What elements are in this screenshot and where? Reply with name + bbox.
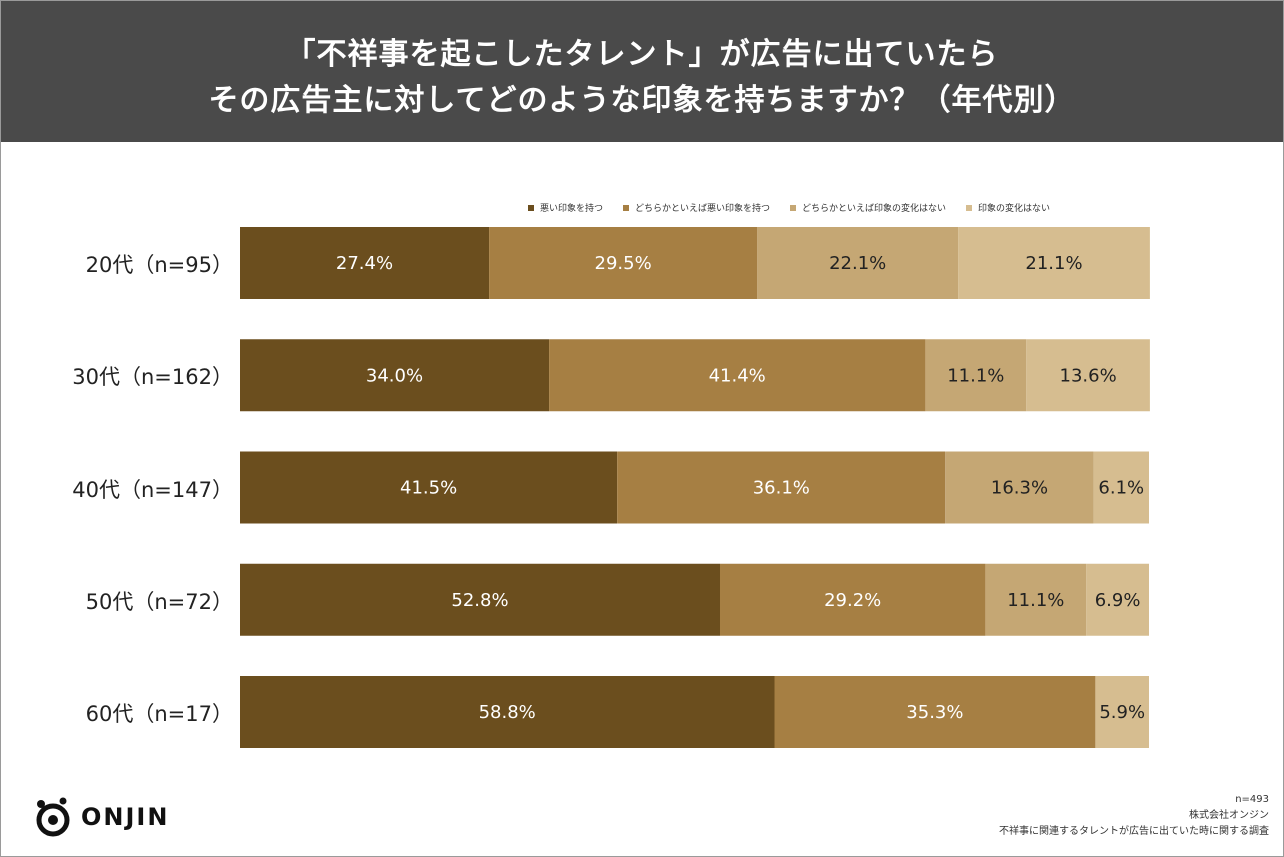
sample-size: n=493 [1235,794,1269,805]
legend-item: 印象の変化はない [966,201,1050,214]
bar-segment [985,563,1087,636]
data-label: 11.1% [1007,590,1064,611]
bar-segment [240,451,618,524]
legend-label: どちらかといえば印象の変化はない [802,204,947,214]
bar-segment [240,339,550,412]
data-label: 22.1% [829,253,886,274]
legend-swatch [790,204,797,211]
data-label: 41.4% [709,365,766,386]
data-label: 29.5% [595,253,652,274]
bar-segment [240,227,490,299]
bar-segment [925,339,1027,412]
legend-swatch [966,204,973,211]
bar-segment [549,339,926,412]
data-label: 5.9% [1099,702,1145,723]
onjin-logo-mark-icon [36,797,70,837]
bar-segment [1026,339,1150,412]
legend-item: どちらかといえば印象の変化はない [790,201,946,214]
category-label: 50代（n=72） [85,589,233,614]
bar-row: 27.4% 29.5% 22.1% 21.1% [240,227,1150,299]
category-label: 40代（n=147） [72,477,233,502]
data-label: 27.4% [336,253,393,274]
logo-text: ONJIN [81,803,170,831]
legend-item: 悪い印象を持つ [528,201,603,214]
data-label: 35.3% [906,702,963,723]
bar-segment [240,563,720,636]
survey-name: 不祥事に関連するタレントが広告に出ていた時に関する調査 [999,826,1269,837]
footer-notes: n=493 株式会社オンジン 不祥事に関連するタレントが広告に出ていた時に関する… [999,792,1269,840]
title-line-2: その広告主に対してどのような印象を持ちますか？（年代別） [208,83,1076,118]
bar-segment [958,227,1150,299]
legend-swatch [528,204,534,211]
data-label: 6.1% [1098,478,1144,499]
bar-segment [1086,563,1149,636]
data-label: 58.8% [479,702,536,723]
bar-segment [489,227,758,299]
legend-label: 悪い印象を持つ [540,204,604,214]
category-label: 60代（n=17） [85,702,233,726]
legend-swatch [623,204,630,211]
bar-segment [1095,676,1149,748]
category-label: 30代（n=162） [72,365,233,390]
bar-segment [617,451,946,524]
legend-label: 印象の変化はない [978,204,1051,214]
data-label: 21.1% [1025,253,1082,274]
data-label: 34.0% [366,365,423,386]
data-label: 6.9% [1095,590,1141,611]
bar-segment [774,676,1096,748]
chart-title-banner: 「不祥事を起こしたタレント」が広告に出ていたら その広告主に対してどのような印象… [1,1,1283,142]
category-label: 20代（n=95） [85,253,233,277]
data-label: 16.3% [991,478,1048,499]
stacked-bar-chart: 27.4% 29.5% 22.1% 21.1% 34.0% 41.4% 11.1% 13.6%… [240,227,1150,748]
data-label: 29.2% [824,590,881,611]
data-label: 41.5% [400,478,457,499]
title-line-1: 「不祥事を起こしたタレント」が広告に出ていたら [285,37,999,72]
bar-segment [240,676,775,748]
onjin-logo: ONJIN [33,795,169,839]
bar-segment [1093,451,1149,524]
bar-segment [720,563,986,636]
data-label: 11.1% [947,365,1004,386]
bar-row: 52.8% 29.2% 11.1% 6.9% [240,563,1149,636]
bar-row: 41.5% 36.1% 16.3% 6.1% [240,451,1149,524]
data-label: 52.8% [451,590,508,611]
bar-segment [757,227,959,299]
company-name: 株式会社オンジン [1189,810,1269,821]
bar-segment [945,451,1094,524]
legend-label: どちらかといえば悪い印象を持つ [635,204,771,214]
legend-item: どちらかといえば悪い印象を持つ [623,201,770,214]
data-label: 36.1% [753,478,810,499]
chart-legend: 悪い印象を持つ どちらかといえば悪い印象を持つ どちらかといえば印象の変化はない 印象… [528,201,1070,217]
data-label: 13.6% [1060,365,1117,386]
bar-row: 58.8% 35.3% 5.9% [240,676,1149,748]
bar-row: 34.0% 41.4% 11.1% 13.6% [240,339,1150,412]
